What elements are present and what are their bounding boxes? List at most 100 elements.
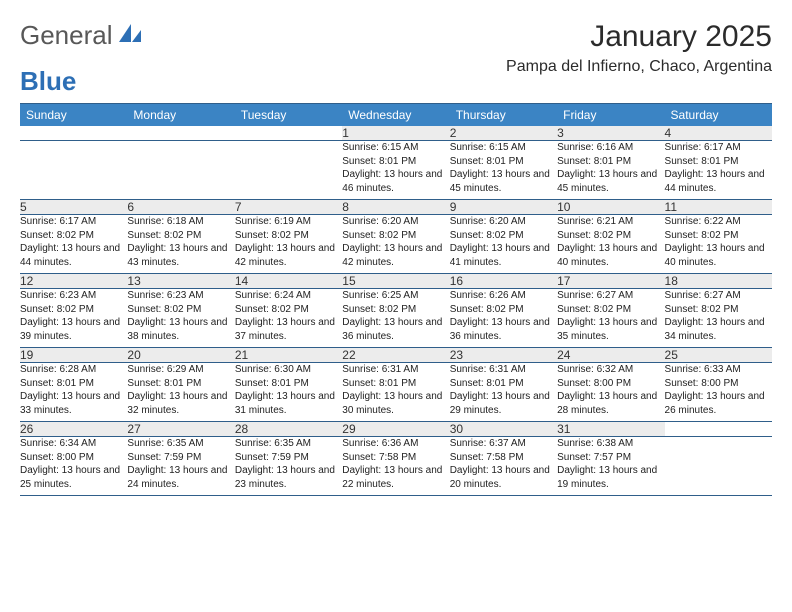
day-detail-row: Sunrise: 6:28 AM Sunset: 8:01 PM Daylight:…	[20, 363, 772, 422]
daylight-line: Daylight: 13 hours and 35 minutes.	[557, 317, 657, 342]
day-number-cell: 23	[450, 348, 557, 363]
sunset-line: Sunset: 8:02 PM	[342, 230, 416, 241]
day-number-cell: 31	[557, 422, 664, 437]
day-number-cell: 18	[665, 274, 772, 289]
sunset-line: Sunset: 8:02 PM	[665, 304, 739, 315]
day-detail-cell	[20, 141, 127, 200]
sunrise-line: Sunrise: 6:36 AM	[342, 438, 418, 449]
sunrise-line: Sunrise: 6:17 AM	[20, 216, 96, 227]
daylight-line: Daylight: 13 hours and 20 minutes.	[450, 465, 550, 490]
day-detail-cell: Sunrise: 6:38 AMSunset: 7:57 PMDaylight:…	[557, 437, 664, 496]
sunrise-line: Sunrise: 6:35 AM	[235, 438, 311, 449]
day-detail-cell: Sunrise: 6:15 AMSunset: 8:01 PMDaylight:…	[342, 141, 449, 200]
weekday-header: Tuesday	[235, 104, 342, 126]
day-detail-cell: Sunrise: 6:29 AM Sunset: 8:01 PM Daylight:…	[127, 363, 234, 422]
weekday-header: Friday	[557, 104, 664, 126]
daylight-line: Daylight: 13 hours and 42 minutes.	[235, 243, 335, 268]
sunset-line: Sunset: 7:59 PM	[127, 452, 201, 463]
sunset-line: Sunset: 8:02 PM	[557, 304, 631, 315]
day-number-cell: 29	[342, 422, 449, 437]
day-detail-cell: Sunrise: 6:22 AMSunset: 8:02 PMDaylight:…	[665, 215, 772, 274]
day-detail-cell: Sunrise: 6:24 AMSunset: 8:02 PMDaylight:…	[235, 289, 342, 348]
daylight-line: Daylight: 13 hours and 39 minutes.	[20, 317, 120, 342]
weekday-header: Saturday	[665, 104, 772, 126]
sunset-line: Sunset: 7:58 PM	[450, 452, 524, 463]
daylight-line: Daylight: 13 hours and 22 minutes.	[342, 465, 442, 490]
sunrise-line: Sunrise: 6:24 AM	[235, 290, 311, 301]
sunrise-line: Sunrise: 6:16 AM	[557, 142, 633, 153]
day-number-cell: 21	[235, 348, 342, 363]
sunset-line: Sunset: 8:00 PM	[665, 378, 739, 389]
day-detail-cell: Sunrise: 6:27 AM Sunset: 8:02 PM Daylight:…	[665, 289, 772, 348]
logo-sail-icon	[115, 20, 143, 51]
day-detail-cell: Sunrise: 6:27 AM Sunset: 8:02 PM Daylight:…	[557, 289, 664, 348]
daylight-line: Daylight: 13 hours and 32 minutes.	[127, 391, 227, 416]
sunset-line: Sunset: 8:01 PM	[557, 156, 631, 167]
daylight-line: Daylight: 13 hours and 34 minutes.	[665, 317, 765, 342]
sunrise-line: Sunrise: 6:26 AM	[450, 290, 526, 301]
day-number-row: 567891011	[20, 200, 772, 215]
day-detail-cell: Sunrise: 6:21 AMSunset: 8:02 PMDaylight:…	[557, 215, 664, 274]
day-number-cell: 12	[20, 274, 127, 289]
sunrise-line: Sunrise: 6:30 AM	[235, 364, 311, 375]
calendar-wrap: Sunday Monday Tuesday Wednesday Thursday…	[20, 103, 772, 496]
day-detail-cell: Sunrise: 6:34 AM Sunset: 8:00 PM Daylight:…	[20, 437, 127, 496]
day-number-cell: 5	[20, 200, 127, 215]
day-detail-cell: Sunrise: 6:36 AM Sunset: 7:58 PM Daylight:…	[342, 437, 449, 496]
day-number-cell: 4	[665, 126, 772, 141]
day-number-cell	[235, 126, 342, 141]
daylight-line: Daylight: 13 hours and 44 minutes.	[665, 169, 765, 194]
sunset-line: Sunset: 8:02 PM	[20, 230, 94, 241]
brand-part1: General	[20, 20, 113, 51]
sunset-line: Sunset: 8:01 PM	[127, 378, 201, 389]
sunrise-line: Sunrise: 6:34 AM	[20, 438, 96, 449]
sunset-line: Sunset: 8:01 PM	[20, 378, 94, 389]
sunset-line: Sunset: 8:00 PM	[20, 452, 94, 463]
day-detail-cell	[235, 141, 342, 200]
sunrise-line: Sunrise: 6:38 AM	[557, 438, 633, 449]
day-number-cell: 20	[127, 348, 234, 363]
day-number-cell: 28	[235, 422, 342, 437]
day-number-cell	[127, 126, 234, 141]
day-number-cell: 13	[127, 274, 234, 289]
sunrise-line: Sunrise: 6:18 AM	[127, 216, 203, 227]
daylight-line: Daylight: 13 hours and 25 minutes.	[20, 465, 120, 490]
sunrise-line: Sunrise: 6:29 AM	[127, 364, 203, 375]
sunrise-line: Sunrise: 6:20 AM	[450, 216, 526, 227]
sunrise-line: Sunrise: 6:35 AM	[127, 438, 203, 449]
daylight-line: Daylight: 13 hours and 44 minutes.	[20, 243, 120, 268]
sunset-line: Sunset: 8:02 PM	[665, 230, 739, 241]
sunset-line: Sunset: 7:57 PM	[557, 452, 631, 463]
day-detail-cell: Sunrise: 6:35 AMSunset: 7:59 PMDaylight:…	[235, 437, 342, 496]
daylight-line: Daylight: 13 hours and 38 minutes.	[127, 317, 227, 342]
day-number-cell: 7	[235, 200, 342, 215]
sunrise-line: Sunrise: 6:27 AM	[557, 290, 633, 301]
sunrise-line: Sunrise: 6:19 AM	[235, 216, 311, 227]
daylight-line: Daylight: 13 hours and 31 minutes.	[235, 391, 335, 416]
day-detail-row: Sunrise: 6:23 AM Sunset: 8:02 PM Daylight:…	[20, 289, 772, 348]
sunrise-line: Sunrise: 6:28 AM	[20, 364, 96, 375]
sunrise-line: Sunrise: 6:27 AM	[665, 290, 741, 301]
day-detail-cell: Sunrise: 6:23 AMSunset: 8:02 PMDaylight:…	[127, 289, 234, 348]
sunset-line: Sunset: 8:02 PM	[127, 230, 201, 241]
day-number-cell	[665, 422, 772, 437]
sunset-line: Sunset: 7:59 PM	[235, 452, 309, 463]
day-detail-cell: Sunrise: 6:20 AM Sunset: 8:02 PM Daylight:…	[342, 215, 449, 274]
day-detail-cell: Sunrise: 6:18 AMSunset: 8:02 PMDaylight:…	[127, 215, 234, 274]
daylight-line: Daylight: 13 hours and 40 minutes.	[665, 243, 765, 268]
day-number-cell: 26	[20, 422, 127, 437]
day-detail-cell: Sunrise: 6:33 AM Sunset: 8:00 PM Daylight:…	[665, 363, 772, 422]
day-number-cell: 30	[450, 422, 557, 437]
daylight-line: Daylight: 13 hours and 45 minutes.	[557, 169, 657, 194]
daylight-line: Daylight: 13 hours and 26 minutes.	[665, 391, 765, 416]
day-detail-cell: Sunrise: 6:17 AM Sunset: 8:02 PM Daylight:…	[20, 215, 127, 274]
day-detail-cell: Sunrise: 6:17 AMSunset: 8:01 PMDaylight:…	[665, 141, 772, 200]
day-detail-cell: Sunrise: 6:35 AMSunset: 7:59 PMDaylight:…	[127, 437, 234, 496]
sunrise-line: Sunrise: 6:17 AM	[665, 142, 741, 153]
daylight-line: Daylight: 13 hours and 42 minutes.	[342, 243, 442, 268]
sunrise-line: Sunrise: 6:20 AM	[342, 216, 418, 227]
sunrise-line: Sunrise: 6:31 AM	[450, 364, 526, 375]
sunrise-line: Sunrise: 6:33 AM	[665, 364, 741, 375]
sunrise-line: Sunrise: 6:23 AM	[127, 290, 203, 301]
sunset-line: Sunset: 7:58 PM	[342, 452, 416, 463]
